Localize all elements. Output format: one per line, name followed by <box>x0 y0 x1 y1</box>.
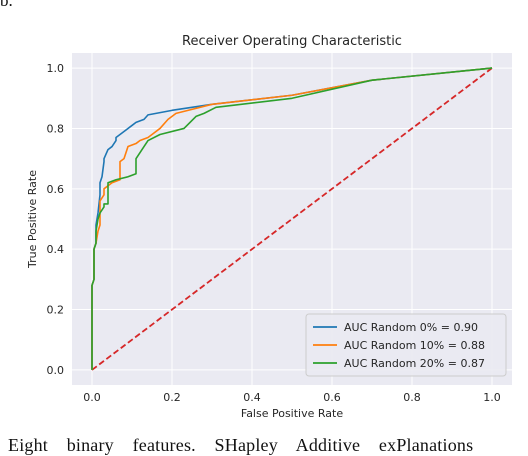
y-tick-label: 0.4 <box>47 243 65 256</box>
x-tick-label: 0.8 <box>403 391 421 404</box>
legend-entry: AUC Random 20% = 0.87 <box>344 357 485 370</box>
y-tick-label: 0.0 <box>47 364 65 377</box>
legend-entry: AUC Random 10% = 0.88 <box>344 339 485 352</box>
x-tick-label: 1.0 <box>483 391 501 404</box>
roc-series-line <box>91 67 493 370</box>
y-tick-label: 1.0 <box>47 62 65 75</box>
x-axis-label: False Positive Rate <box>241 407 343 420</box>
legend-entry: AUC Random 0% = 0.90 <box>344 321 478 334</box>
chance-diagonal-line <box>91 67 493 371</box>
y-tick-label: 0.6 <box>47 183 65 196</box>
y-tick-label: 0.8 <box>47 122 65 135</box>
x-tick-label: 0.6 <box>323 391 341 404</box>
tick-labels: 0.0 0.2 0.4 0.6 0.8 1.0 0.0 0.2 0.4 0.6 0.8 1.0 <box>47 62 501 404</box>
caption-fragment-bottom: Eight binary features. SHapley Additive … <box>8 435 474 455</box>
series-lines <box>91 67 493 371</box>
legend: AUC Random 0% = 0.90 AUC Random 10% = 0.8… <box>305 313 507 377</box>
x-tick-label: 0.2 <box>163 391 181 404</box>
chart-title: Receiver Operating Characteristic <box>182 34 402 49</box>
y-axis-label: True Positive Rate <box>26 170 39 269</box>
x-tick-label: 0.0 <box>83 391 101 404</box>
x-tick-label: 0.4 <box>243 391 261 404</box>
y-tick-label: 0.2 <box>47 304 65 317</box>
caption-fragment-top: b. <box>0 0 13 10</box>
legend-box <box>305 313 507 377</box>
